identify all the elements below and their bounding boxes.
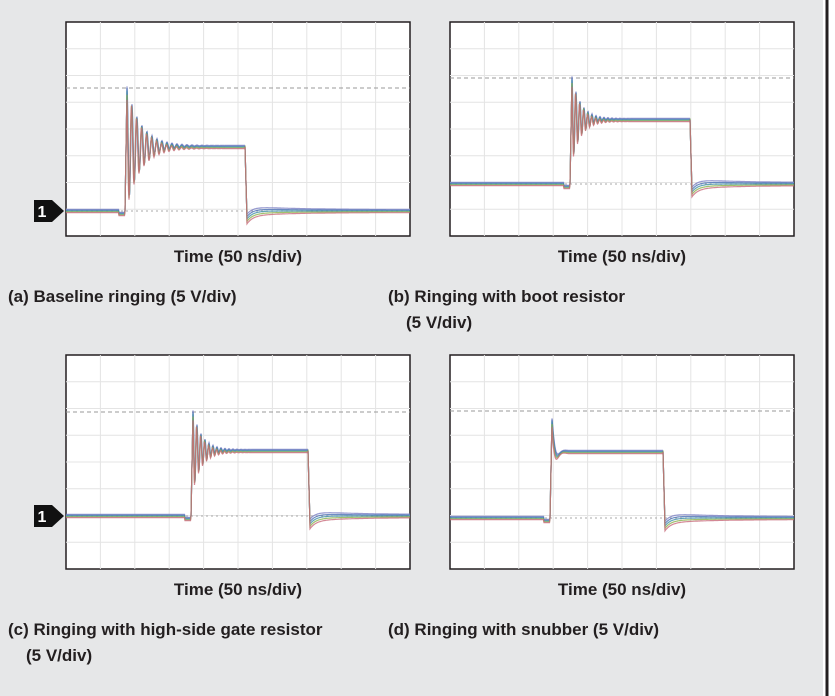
- x-axis-label: Time (50 ns/div): [558, 580, 686, 599]
- scope-panel: [66, 22, 410, 236]
- caption: (b) Ringing with boot resistor: [388, 287, 625, 306]
- caption: (5 V/div): [26, 646, 92, 665]
- scope-panel: [66, 355, 410, 569]
- x-axis-label: Time (50 ns/div): [558, 247, 686, 266]
- caption: (d) Ringing with snubber (5 V/div): [388, 620, 659, 639]
- figure: 1 Time (50 ns/div) (a) Baseline ringing (5…: [0, 0, 835, 696]
- x-axis-label: Time (50 ns/div): [174, 580, 302, 599]
- caption: (a) Baseline ringing (5 V/div): [8, 287, 237, 306]
- caption: (c) Ringing with high-side gate resistor: [8, 620, 323, 639]
- caption: (5 V/div): [406, 313, 472, 332]
- scope-panel: [450, 355, 794, 569]
- scope-panel: [450, 22, 794, 236]
- x-axis-label: Time (50 ns/div): [174, 247, 302, 266]
- channel-marker-label: 1: [38, 204, 47, 221]
- channel-marker-label: 1: [38, 509, 47, 526]
